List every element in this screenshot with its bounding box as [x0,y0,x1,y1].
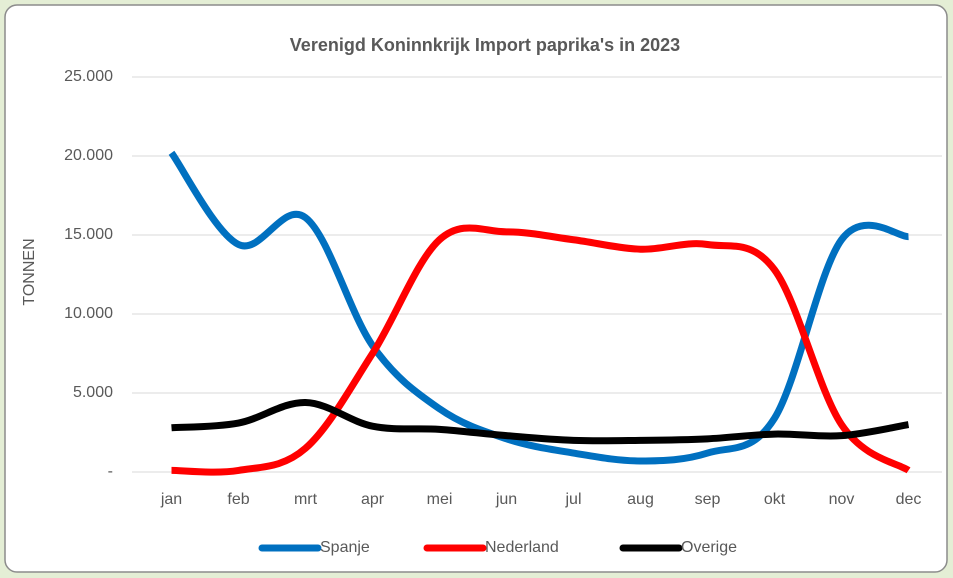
x-tick-label: jan [160,491,182,508]
x-tick-label: aug [627,491,654,508]
x-tick-label: apr [361,491,385,508]
chart-panel [4,4,948,573]
x-tick-label: jul [564,491,581,508]
series-line [171,398,910,445]
series-line [171,224,911,476]
x-tick-label: dec [896,491,922,508]
x-tick-label: feb [227,491,249,508]
series-line [168,150,909,465]
x-tick-label: jun [495,491,517,508]
x-tick-label: mei [427,491,453,508]
y-axis-label: TONNEN [21,238,38,305]
legend-label: Overige [681,539,737,556]
y-tick-label: 10.000 [64,305,113,322]
y-tick-label: 15.000 [64,226,113,243]
y-tick-label: - [108,463,113,480]
x-tick-label: okt [764,491,786,508]
legend-label: Nederland [485,539,559,556]
x-tick-label: nov [829,491,855,508]
x-tick-label: mrt [294,491,318,508]
chart-title: Verenigd Koninnkrijk Import paprika's in… [290,35,680,55]
y-tick-label: 20.000 [64,147,113,164]
legend-label: Spanje [320,539,370,556]
y-tick-label: 5.000 [73,384,113,401]
x-tick-label: sep [695,491,721,508]
y-tick-label: 25.000 [64,68,113,85]
